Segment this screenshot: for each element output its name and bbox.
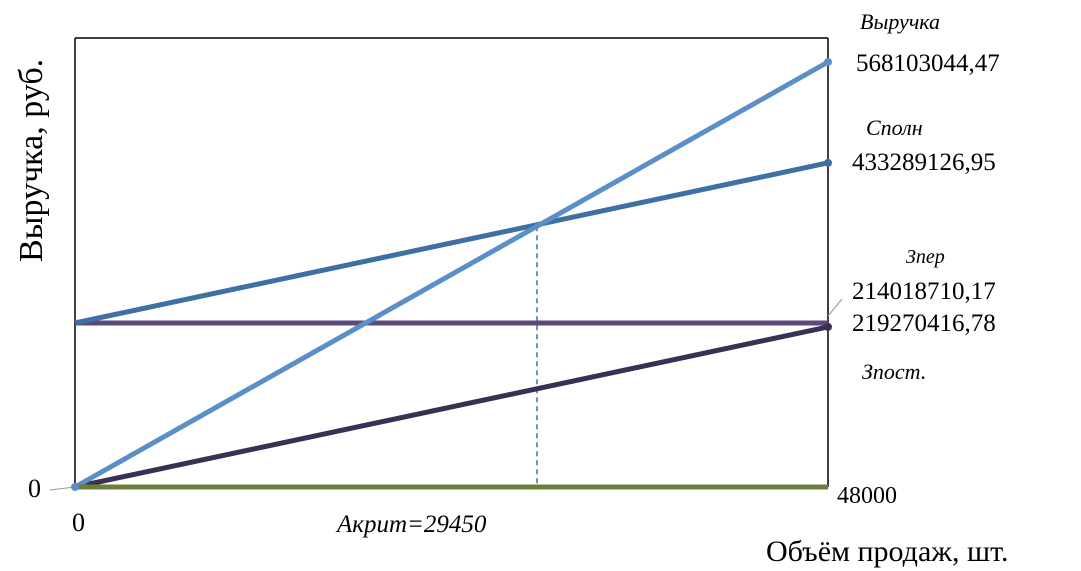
series-line-variable-costs: [74, 324, 829, 490]
variable-costs-end-point: [824, 322, 832, 331]
x-tick-label-start: 0: [72, 508, 85, 537]
critical-point-label: Акрит=29450: [335, 511, 487, 538]
series-label-total-costs: Сполн: [866, 115, 923, 140]
y-axis-title: Выручка, руб.: [13, 59, 50, 262]
y-zero-tick-label: 0: [28, 474, 41, 503]
origin-point: [71, 483, 79, 491]
total-costs-end-point: [824, 158, 832, 167]
series-label-fixed-costs: Зпост.: [862, 359, 926, 384]
series-label-revenue: Выручка: [860, 9, 940, 34]
series-value-fixed-costs: 219270416,78: [852, 310, 996, 337]
series-line-revenue: [73, 59, 830, 490]
series-value-total-costs: 433289126,95: [852, 149, 996, 176]
series-value-revenue: 568103044,47: [856, 50, 1000, 77]
series-line-total-costs: [74, 160, 829, 326]
x-axis-title: Объём продаж, шт.: [766, 535, 1008, 568]
series-label-variable-costs: Зпер: [906, 246, 945, 268]
x-tick-label-end: 48000: [837, 483, 897, 509]
series-value-variable-costs: 214018710,17: [852, 278, 996, 305]
revenue-end-point: [824, 58, 832, 66]
label-leader: [827, 298, 843, 317]
y-zero-tick: [49, 486, 76, 491]
